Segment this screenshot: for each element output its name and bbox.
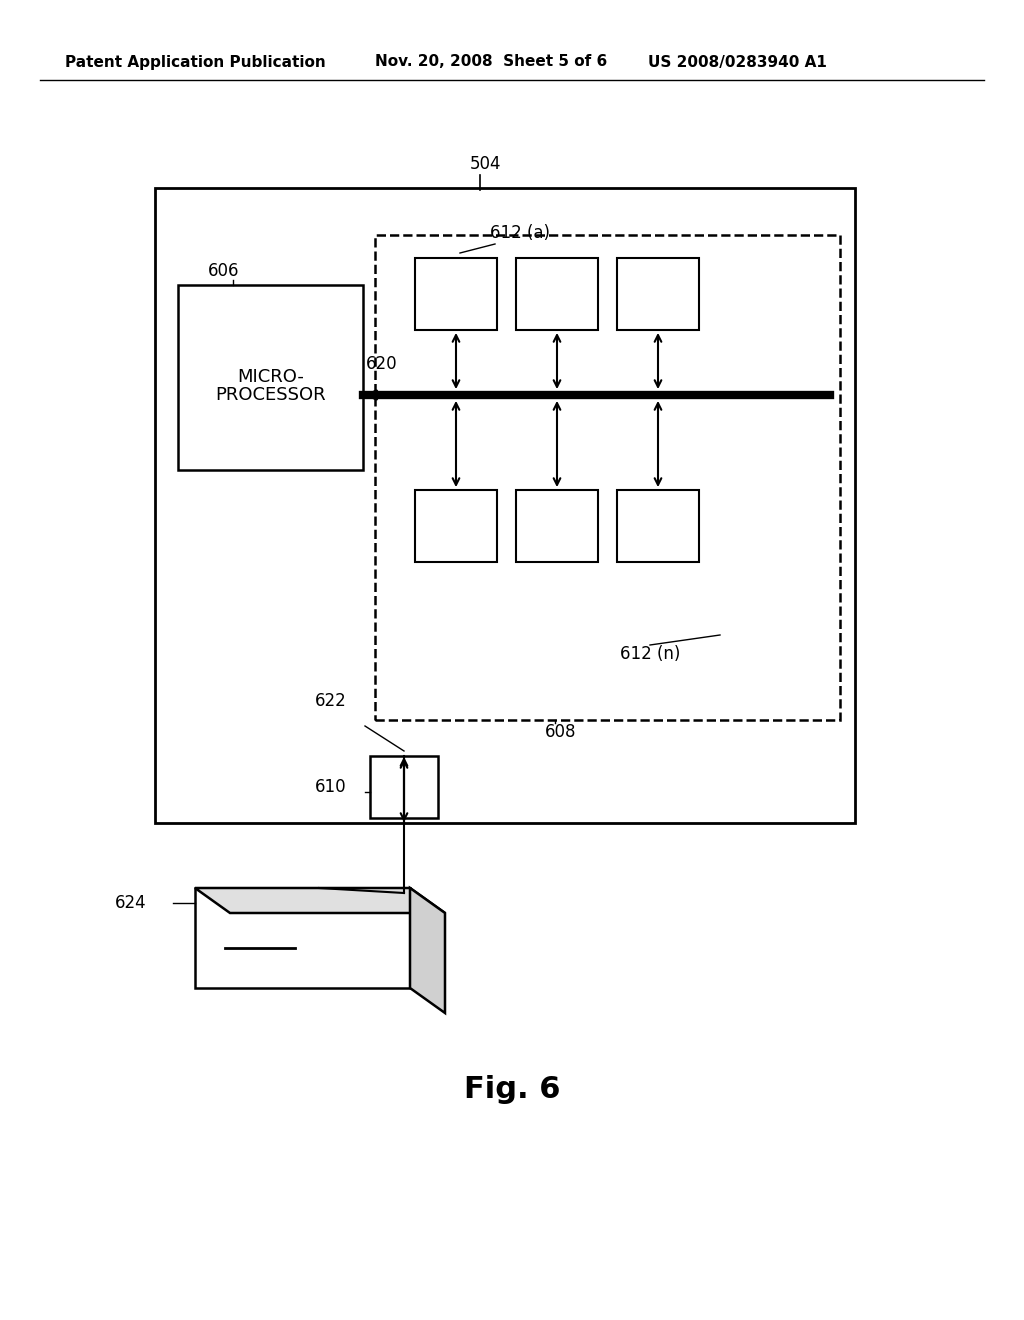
Bar — [195, 888, 410, 987]
Polygon shape — [410, 888, 445, 1012]
Text: 612 (n): 612 (n) — [620, 645, 680, 663]
Text: MICRO-: MICRO- — [238, 368, 304, 387]
Text: 612 (a): 612 (a) — [490, 224, 550, 242]
Text: 622: 622 — [315, 692, 347, 710]
Bar — [617, 257, 699, 330]
Text: 610: 610 — [315, 777, 347, 796]
Text: 504: 504 — [470, 154, 502, 173]
Text: 624: 624 — [115, 894, 146, 912]
Text: US 2008/0283940 A1: US 2008/0283940 A1 — [648, 54, 826, 70]
Bar — [178, 285, 362, 470]
Bar — [415, 490, 497, 562]
Text: PROCESSOR: PROCESSOR — [215, 385, 326, 404]
Bar — [516, 257, 598, 330]
Bar — [155, 187, 855, 822]
Text: 608: 608 — [545, 723, 577, 741]
Text: Nov. 20, 2008  Sheet 5 of 6: Nov. 20, 2008 Sheet 5 of 6 — [375, 54, 607, 70]
Bar — [617, 490, 699, 562]
Text: Patent Application Publication: Patent Application Publication — [65, 54, 326, 70]
Bar — [415, 257, 497, 330]
Text: 606: 606 — [208, 261, 240, 280]
Text: Fig. 6: Fig. 6 — [464, 1076, 560, 1105]
Bar — [516, 490, 598, 562]
Bar — [375, 235, 840, 719]
Text: 620: 620 — [366, 355, 397, 374]
Polygon shape — [195, 888, 445, 913]
Bar — [370, 756, 438, 818]
